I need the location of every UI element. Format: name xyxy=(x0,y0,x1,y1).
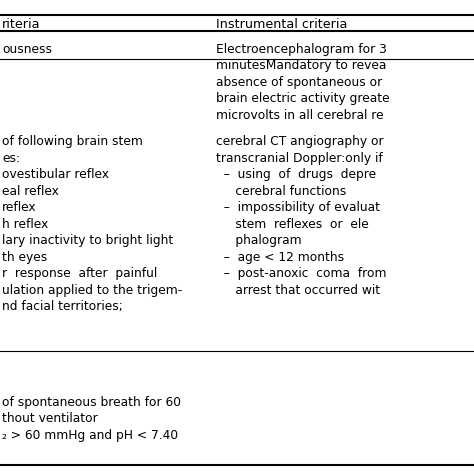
Text: of spontaneous breath for 60
thout ventilator
₂ > 60 mmHg and pH < 7.40: of spontaneous breath for 60 thout venti… xyxy=(2,396,182,442)
Text: cerebral CT angiography or 
transcranial Doppler:only if
  –  using  of  drugs  : cerebral CT angiography or transcranial … xyxy=(216,135,387,297)
Text: riteria: riteria xyxy=(2,18,41,30)
Text: of following brain stem
es:
ovestibular reflex
eal reflex
reflex
h reflex
lary i: of following brain stem es: ovestibular … xyxy=(2,135,182,313)
Text: ousness: ousness xyxy=(2,43,52,55)
Text: Electroencephalogram for 3
minutesMandatory to revea
absence of spontaneous or 
: Electroencephalogram for 3 minutesMandat… xyxy=(216,43,389,122)
Text: Instrumental criteria: Instrumental criteria xyxy=(216,18,347,30)
